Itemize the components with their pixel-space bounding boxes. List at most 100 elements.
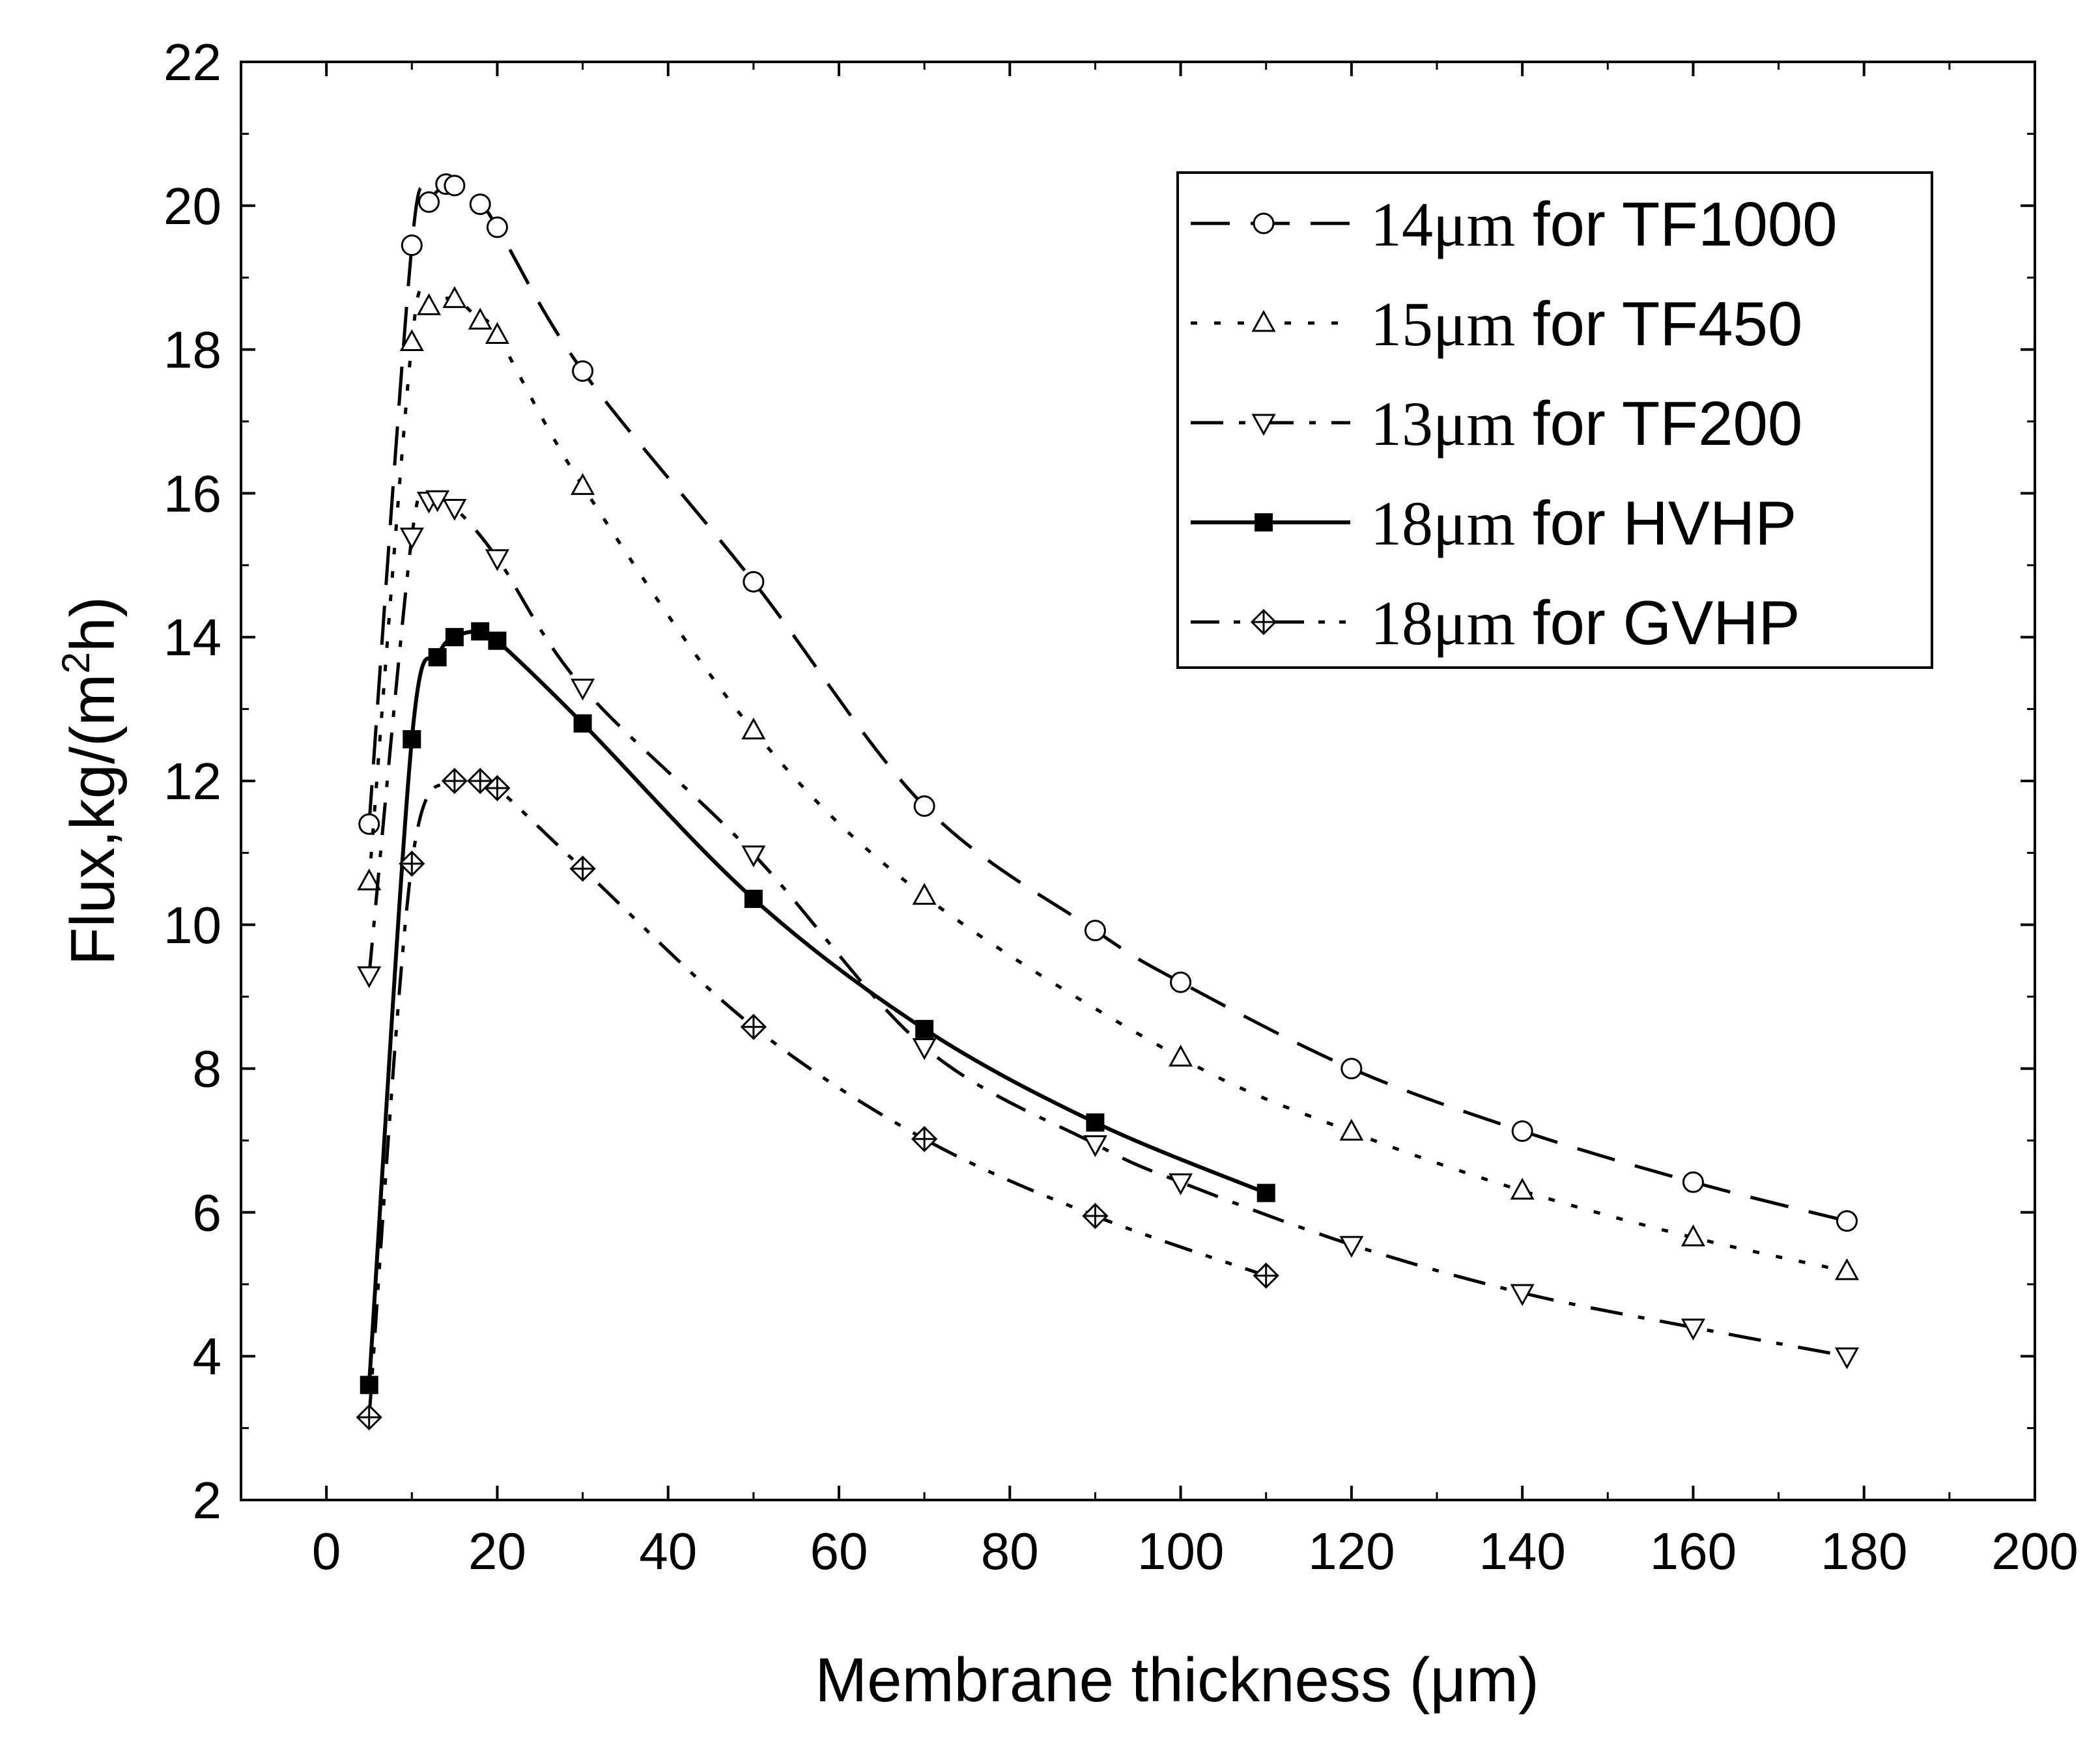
x-tick-label: 140 [1479, 1522, 1565, 1580]
y-tick-label: 6 [193, 1183, 222, 1241]
data-point [1083, 1135, 1107, 1157]
series-line [367, 629, 1267, 1385]
data-point [358, 813, 380, 835]
data-point [425, 490, 450, 513]
series-layer [356, 173, 1860, 1431]
series-4 [356, 767, 1279, 1431]
data-point [1256, 1183, 1275, 1202]
legend-label-membrane: for TF200 [1515, 389, 1802, 459]
legend-marker [1250, 608, 1277, 636]
legend-label-thickness: 18μm [1370, 588, 1515, 658]
x-tick-label: 200 [1991, 1522, 2078, 1580]
series-line [367, 772, 1267, 1418]
data-point [486, 216, 508, 238]
y-tick-label: 10 [163, 896, 221, 954]
x-axis-title: Membrane thickness (μm) [815, 1645, 1539, 1715]
data-point [1511, 1120, 1533, 1142]
y-axis-title: Flux,kg/(m2h) [54, 597, 128, 966]
data-point [441, 767, 468, 795]
data-point [488, 631, 507, 650]
legend-item-2: 13μm for TF200 [1191, 389, 1802, 459]
data-point [1682, 1171, 1704, 1193]
y-tick-label: 2 [193, 1471, 222, 1529]
data-point [1170, 971, 1192, 993]
axes-layer: 0 20 40 60 80 100 120 140 160 180 200 2 4 6 8 10 12 14 16 1… [54, 33, 2079, 1715]
data-point [1084, 920, 1106, 942]
x-tick-label: 40 [639, 1522, 697, 1580]
legend-marker [1255, 513, 1273, 531]
y-axis-title-sup: 2 [54, 652, 98, 673]
data-point [1510, 1284, 1535, 1307]
legend-label: 13μm for TF200 [1370, 389, 1802, 459]
data-point [484, 774, 511, 802]
y-tick-label: 14 [163, 608, 221, 666]
legend-marker [1251, 414, 1276, 436]
data-point [357, 966, 382, 989]
data-point [399, 850, 425, 877]
y-axis-title-tail: h) [58, 597, 128, 652]
data-point [399, 329, 424, 352]
data-point [1339, 1236, 1364, 1258]
x-tick-label: 0 [312, 1522, 341, 1580]
y-tick-label: 16 [163, 464, 221, 522]
y-tick-label: 12 [163, 752, 221, 810]
legend-label-membrane: for TF450 [1515, 289, 1802, 359]
legend-item-3: 18μm for HVHP [1191, 488, 1796, 558]
legend-item-1: 15μm for TF450 [1191, 289, 1802, 359]
data-point [1086, 1113, 1105, 1132]
data-point [469, 193, 491, 216]
data-point [741, 717, 766, 740]
data-point [741, 845, 766, 868]
legend-label-thickness: 15μm [1370, 289, 1515, 359]
data-point [357, 868, 382, 891]
data-point [416, 293, 442, 315]
data-point [360, 1376, 378, 1394]
data-point [912, 1038, 937, 1060]
data-point [915, 1019, 934, 1038]
data-point [1510, 1178, 1535, 1200]
legend-label: 14μm for TF1000 [1370, 190, 1838, 259]
series-0 [358, 173, 1858, 1232]
data-point [442, 498, 467, 521]
legend-label-thickness: 18μm [1370, 488, 1515, 558]
data-point [1836, 1210, 1858, 1232]
legend-label-membrane: for TF1000 [1515, 190, 1837, 259]
data-point [1834, 1347, 1860, 1370]
data-point [1834, 1258, 1860, 1281]
data-point [1681, 1318, 1705, 1341]
legend-label: 15μm for TF450 [1370, 289, 1802, 359]
legend-label-thickness: 13μm [1370, 389, 1515, 459]
data-point [471, 622, 490, 641]
data-point [401, 234, 423, 257]
y-tick-label: 8 [193, 1040, 222, 1098]
data-point [573, 714, 592, 733]
data-point [1169, 1044, 1193, 1067]
data-point [485, 549, 509, 571]
series-3 [360, 622, 1275, 1394]
data-point [744, 890, 763, 909]
y-tick-label: 22 [163, 33, 221, 91]
y-tick-label: 18 [163, 321, 221, 379]
data-point [1253, 1262, 1279, 1289]
data-point [571, 473, 595, 495]
x-tick-label: 60 [810, 1522, 868, 1580]
x-tick-label: 160 [1650, 1522, 1737, 1580]
legend-item-4: 18μm for GVHP [1191, 588, 1800, 658]
data-point [356, 1404, 382, 1431]
data-point [399, 528, 424, 550]
series-1 [357, 286, 1860, 1281]
data-point [1681, 1224, 1705, 1247]
y-tick-label: 20 [163, 177, 221, 235]
data-point [485, 322, 509, 345]
series-2 [357, 489, 1860, 1370]
data-point [913, 795, 935, 817]
data-point [572, 360, 594, 382]
y-axis-title-main: Flux,kg/(m [58, 673, 128, 965]
legend-box [1176, 171, 1933, 669]
data-point [442, 286, 467, 308]
data-point [1082, 1202, 1109, 1230]
data-point [1341, 1058, 1363, 1080]
data-point [428, 648, 447, 667]
legend-marker [1253, 212, 1275, 234]
